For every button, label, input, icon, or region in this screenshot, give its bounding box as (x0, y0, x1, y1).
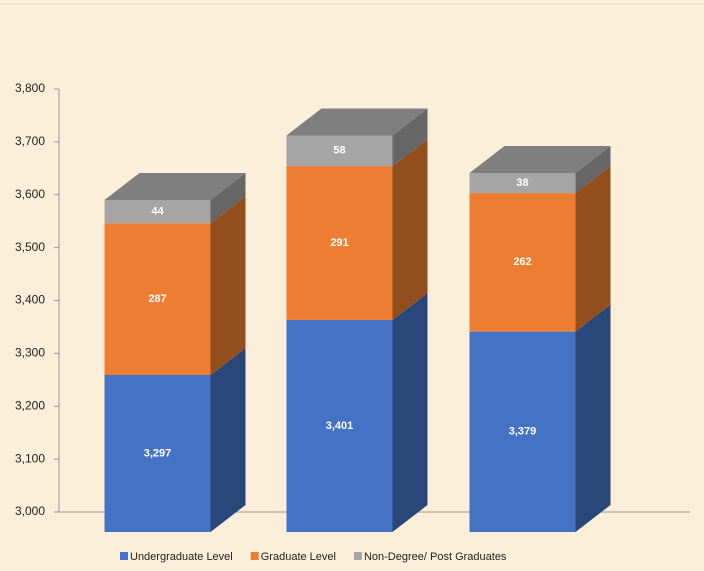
data-label: 44 (151, 205, 164, 217)
data-label: 291 (330, 237, 348, 249)
bar-side (575, 145, 611, 194)
data-label: 3,379 (509, 426, 537, 438)
y-tick-label: 3,200 (15, 398, 45, 412)
bar-front (104, 199, 211, 224)
bar-front (286, 319, 393, 532)
bar-front (104, 223, 211, 375)
legend-label: Graduate Level (261, 551, 336, 563)
legend-swatch (250, 552, 259, 560)
bar-segment (286, 108, 428, 167)
data-label: 3,297 (144, 447, 172, 459)
bar-segment (469, 166, 611, 332)
y-tick-label: 3,700 (15, 134, 45, 148)
bar-segment (104, 172, 246, 224)
bar-segment (104, 196, 246, 375)
data-label: 262 (513, 256, 531, 268)
y-tick-label: 3,800 (15, 81, 45, 95)
bar-segment (469, 145, 611, 194)
y-tick-label: 3,600 (15, 187, 45, 201)
bar-front (469, 172, 576, 194)
legend-label: Undergraduate Level (130, 551, 233, 563)
data-label: 58 (333, 145, 345, 157)
bar-segment (469, 304, 611, 532)
legend-swatch (120, 552, 128, 560)
bar-front (469, 331, 576, 532)
y-tick-label: 3,100 (15, 451, 45, 465)
bar-side (210, 196, 246, 375)
data-label: 38 (516, 177, 528, 189)
bar-top (469, 145, 611, 173)
data-label: 287 (148, 293, 166, 305)
bar-front (104, 374, 211, 532)
bar-top (104, 172, 246, 200)
bar-side (392, 139, 428, 320)
bar-side (392, 292, 428, 532)
bar-side (210, 347, 246, 532)
bar-side (575, 166, 611, 332)
bar-front (286, 166, 393, 320)
bar-side (575, 304, 611, 532)
y-tick-label: 3,400 (15, 293, 45, 307)
bar-top (286, 108, 428, 136)
data-label: 3,401 (326, 420, 354, 432)
y-tick-label: 3,300 (15, 346, 45, 360)
legend-label: Non-Degree/ Post Graduates (364, 551, 507, 563)
bar-segment (104, 347, 246, 532)
y-tick-label: 3,000 (15, 504, 45, 518)
bar-segment (286, 292, 428, 532)
bar-side (210, 172, 246, 224)
bar-side (392, 108, 428, 167)
legend-swatch (353, 552, 362, 560)
bar-front (469, 193, 576, 332)
y-tick-label: 3,500 (15, 240, 45, 254)
bar-front (286, 135, 393, 167)
bar-segment (286, 139, 428, 320)
